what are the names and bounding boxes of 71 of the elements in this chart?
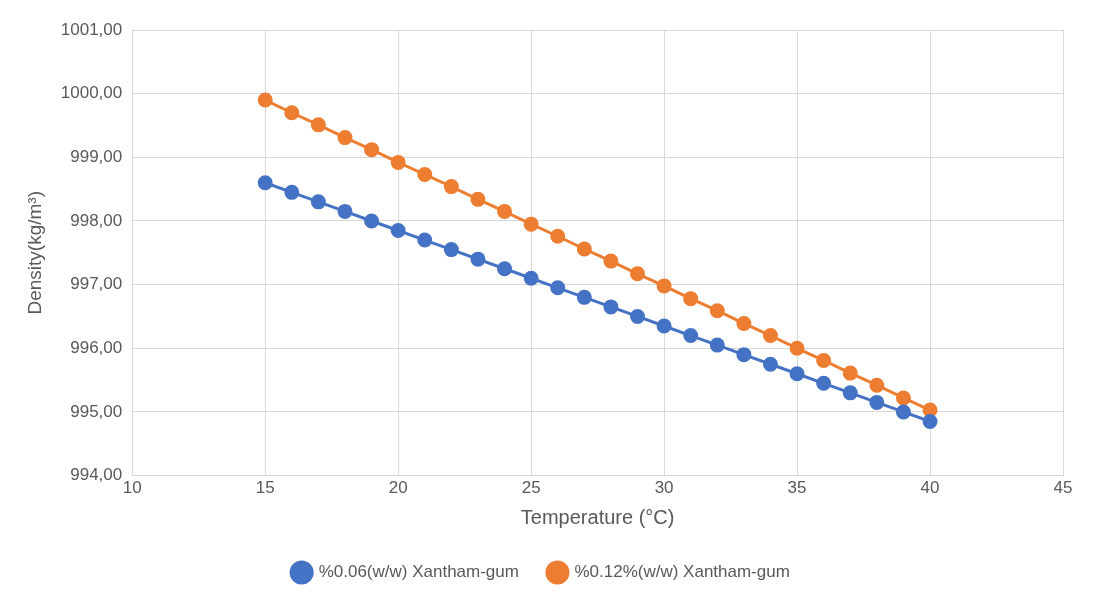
point (842, 365, 858, 381)
point (656, 278, 672, 294)
x-tick-label: 15 (255, 478, 275, 498)
point (576, 241, 592, 257)
point (869, 377, 885, 393)
point (630, 308, 646, 324)
point (443, 242, 459, 258)
point (470, 251, 486, 267)
y-tick-label: 998,00 (70, 210, 123, 230)
point (470, 191, 486, 207)
point (816, 375, 832, 391)
x-tick-label: 20 (388, 478, 408, 498)
legend-label: %0.06(w/w) Xantham-gum (318, 562, 519, 582)
point (709, 303, 725, 319)
point (443, 179, 459, 195)
point (869, 394, 885, 410)
point (523, 216, 539, 232)
point (576, 289, 592, 305)
x-tick-label: 40 (920, 478, 940, 498)
point (257, 175, 273, 191)
y-tick-label: 997,00 (70, 274, 123, 294)
x-tick-label: 25 (521, 478, 541, 498)
point (630, 266, 646, 282)
point (257, 92, 273, 108)
legend-label: %0.12%(w/w) Xantham-gum (574, 562, 790, 582)
point (417, 167, 433, 182)
point (603, 253, 619, 269)
point (842, 385, 858, 401)
y-tick-label: 995,00 (70, 401, 123, 421)
point (390, 154, 406, 170)
point (390, 223, 406, 239)
x-tick-label: 30 (654, 478, 674, 498)
point (762, 328, 778, 344)
point (497, 261, 513, 277)
point (603, 299, 619, 315)
point (736, 315, 752, 331)
point (364, 142, 380, 158)
x-tick-label: 35 (787, 478, 807, 498)
y-axis-title: Density(kg/m³) (23, 191, 45, 315)
x-tick-label: 10 (122, 478, 142, 498)
y-tick-label: 1000,00 (60, 83, 123, 103)
x-axis-title: Temperature (°C) (520, 505, 675, 528)
point (895, 390, 911, 406)
point (310, 117, 326, 133)
point (683, 328, 699, 344)
point (683, 291, 699, 307)
point (310, 194, 326, 210)
y-tick-label: 994,00 (70, 465, 123, 485)
point (550, 228, 566, 244)
point (709, 337, 725, 353)
point (762, 356, 778, 372)
point (816, 352, 832, 368)
point (497, 203, 513, 219)
point (417, 232, 433, 248)
point (284, 105, 300, 121)
y-tick-label: 996,00 (70, 337, 123, 357)
point (364, 213, 380, 229)
x-tick-label: 45 (1053, 478, 1073, 498)
point (922, 413, 938, 429)
point (284, 184, 300, 200)
point (337, 203, 353, 219)
y-tick-label: 999,00 (70, 147, 123, 166)
point (895, 404, 911, 420)
y-tick-label: 1001,00 (60, 19, 123, 39)
point (337, 130, 353, 146)
point (736, 347, 752, 363)
point (656, 318, 672, 334)
point (789, 340, 805, 356)
point (523, 270, 539, 286)
point (550, 280, 566, 296)
point (789, 366, 805, 382)
